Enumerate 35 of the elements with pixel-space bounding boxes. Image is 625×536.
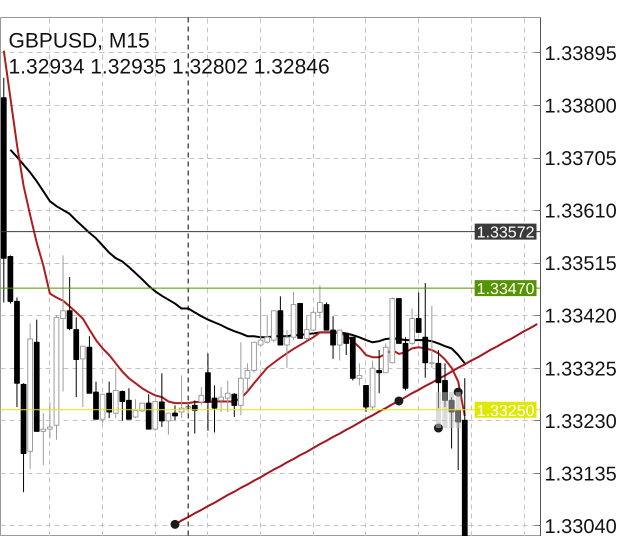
ref-line-label: 1.33572 [476,224,535,242]
y-tick-label: 1.33800 [544,95,617,118]
ref-line-label: 1.33470 [476,281,535,298]
candlestick [376,350,382,394]
candlestick [112,367,119,419]
point [170,520,180,529]
candlestick [356,362,362,386]
candlestick [66,276,73,331]
point [394,396,404,406]
candlestick [198,386,204,406]
candlestick [172,404,178,421]
point [434,424,443,433]
y-tick-label: 1.33325 [544,358,617,380]
ref-line-label: 1.33250 [476,402,535,420]
y-tick-label: 1.33610 [544,200,617,223]
candlestick [336,330,343,362]
candlestick [158,372,165,428]
candlestick [106,381,112,419]
y-tick-label: 1.33420 [544,306,617,328]
candlestick [231,392,238,418]
y-tick-label: 1.33895 [544,42,617,65]
candlestick [416,292,422,333]
candlestick [166,412,172,436]
y-tick-label: 1.33135 [544,463,617,486]
candlestick [80,346,86,408]
text: 1.32934 1.32935 1.32802 1.32846 [8,56,330,78]
line-series [2,50,466,417]
candlestick [428,305,435,368]
y-tick-label: 1.33705 [544,148,617,170]
y-tick-label: 1.33230 [544,410,617,433]
point [454,388,463,397]
y-tick-label: 1.33515 [544,253,617,276]
y-tick-label: 1.33040 [544,516,617,536]
text: GBPUSD, M15 [8,30,150,52]
candlestick [363,384,369,413]
